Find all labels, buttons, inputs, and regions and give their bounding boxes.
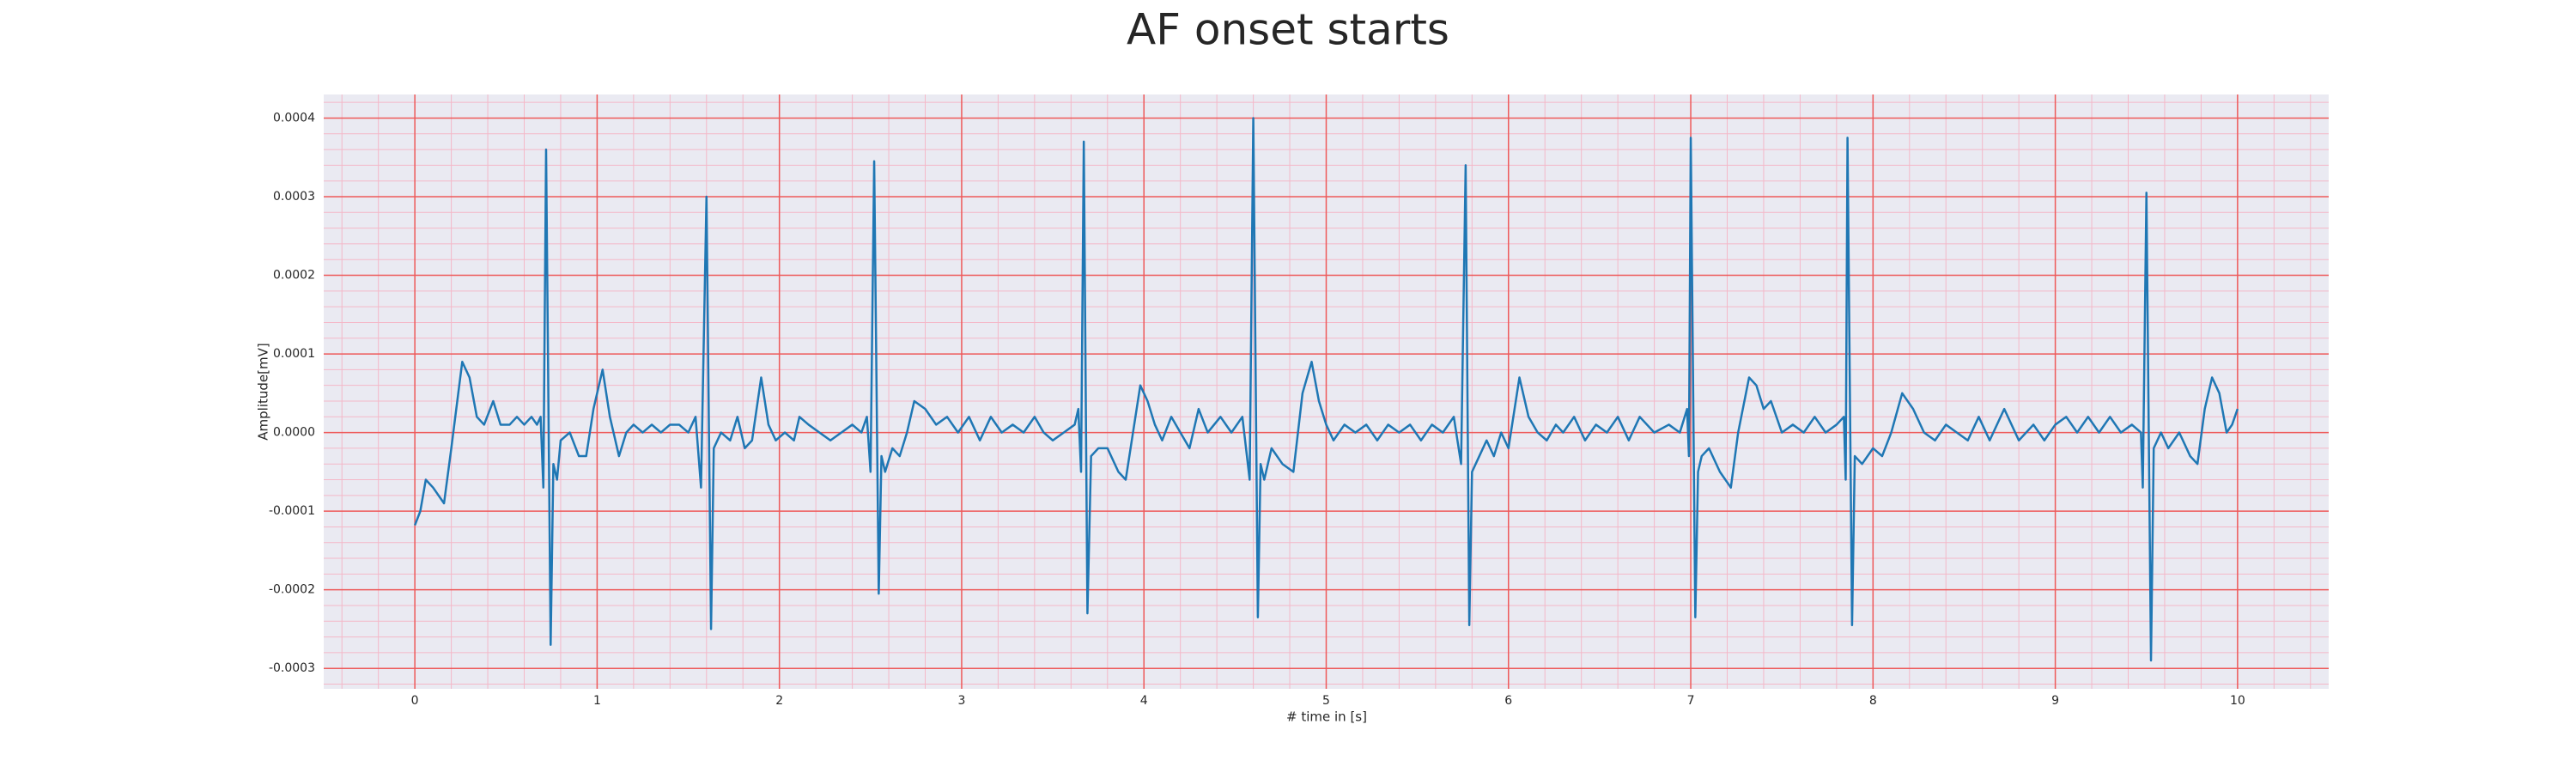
y-tick-label: 0.0002 — [273, 269, 315, 283]
x-tick-label: 10 — [2230, 694, 2245, 708]
x-tick-label: 3 — [957, 694, 965, 708]
x-tick-label: 8 — [1869, 694, 1877, 708]
x-tick-label: 5 — [1322, 694, 1330, 708]
y-tick-label: 0.0004 — [273, 111, 315, 125]
x-tick-label: 9 — [2051, 694, 2059, 708]
ecg-line — [413, 117, 2239, 662]
y-tick-label: -0.0002 — [269, 583, 315, 597]
chart-title: AF onset starts — [1127, 5, 1449, 55]
y-tick-label: 0.0001 — [273, 347, 315, 361]
x-tick-label: 6 — [1504, 694, 1512, 708]
y-tick-label: 0.0003 — [273, 190, 315, 204]
y-tick-label: -0.0003 — [269, 661, 315, 675]
y-tick-label: -0.0001 — [269, 504, 315, 518]
x-axis-label: # time in [s] — [1286, 709, 1367, 725]
x-tick-label: 2 — [775, 694, 783, 708]
x-tick-label: 7 — [1687, 694, 1695, 708]
y-tick-label: 0.0000 — [273, 426, 315, 440]
x-tick-label: 4 — [1140, 694, 1148, 708]
y-axis-label: Amplitude[mV] — [256, 343, 271, 440]
x-tick-label: 1 — [593, 694, 601, 708]
x-tick-label: 0 — [411, 694, 419, 708]
